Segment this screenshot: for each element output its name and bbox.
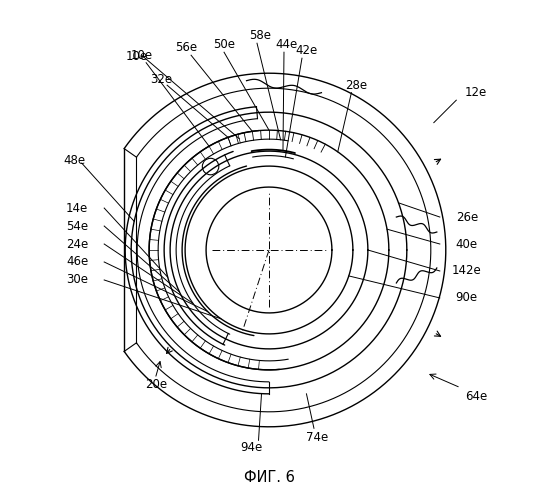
Text: 42e: 42e	[295, 44, 317, 57]
Text: 14e: 14e	[66, 202, 88, 214]
Text: 26e: 26e	[456, 210, 478, 224]
Text: 46e: 46e	[66, 256, 88, 268]
Text: 54e: 54e	[66, 220, 88, 232]
Text: ФИГ. 6: ФИГ. 6	[244, 470, 294, 485]
Text: 30e: 30e	[66, 274, 88, 286]
Text: 74e: 74e	[306, 431, 328, 444]
Text: 44e: 44e	[276, 38, 298, 51]
Text: 50e: 50e	[213, 38, 235, 51]
Text: 94e: 94e	[240, 442, 262, 454]
Text: 28e: 28e	[345, 78, 367, 92]
Text: 24e: 24e	[66, 238, 88, 250]
Text: 32e: 32e	[150, 72, 172, 86]
Text: 56e: 56e	[175, 41, 197, 54]
Text: 10e: 10e	[126, 50, 148, 63]
Text: 64e: 64e	[465, 390, 487, 404]
Text: 20e: 20e	[146, 378, 168, 392]
Text: 12e: 12e	[465, 86, 487, 99]
Text: 10e: 10e	[131, 48, 153, 62]
Text: 48e: 48e	[63, 154, 86, 166]
Text: 90e: 90e	[456, 292, 478, 304]
Text: 40e: 40e	[456, 238, 478, 250]
Text: 142e: 142e	[452, 264, 482, 278]
Text: 58e: 58e	[249, 29, 271, 42]
